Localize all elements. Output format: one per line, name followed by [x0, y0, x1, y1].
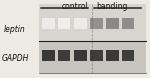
Text: GAPDH: GAPDH: [1, 54, 29, 63]
Text: control: control: [61, 2, 88, 11]
Bar: [58, 50, 70, 61]
Bar: [39, 4, 146, 41]
Bar: [90, 18, 103, 29]
Bar: [42, 18, 55, 29]
Bar: [90, 50, 103, 61]
Bar: [42, 50, 55, 61]
Bar: [58, 18, 70, 29]
Bar: [106, 50, 119, 61]
Bar: [39, 4, 146, 73]
Bar: [74, 18, 87, 29]
Bar: [106, 18, 119, 29]
Text: leptin: leptin: [4, 25, 26, 34]
Bar: [74, 50, 87, 61]
Bar: [39, 41, 146, 73]
Text: banding: banding: [96, 2, 127, 11]
Bar: [122, 50, 134, 61]
Bar: [122, 18, 134, 29]
